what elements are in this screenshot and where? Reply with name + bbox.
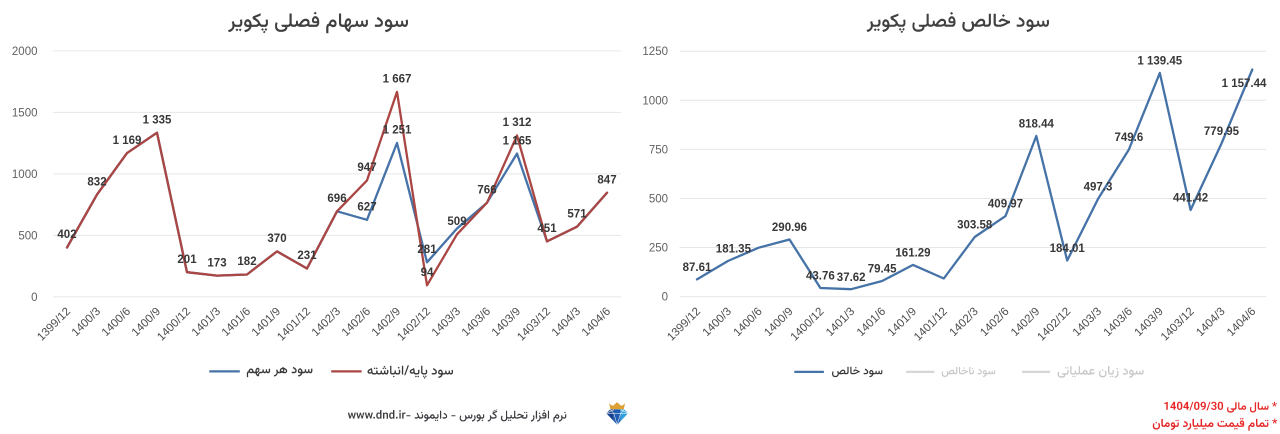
svg-text:627: 627: [357, 202, 376, 214]
svg-text:402: 402: [57, 229, 76, 241]
svg-text:1 667: 1 667: [383, 74, 412, 86]
svg-text:766: 766: [477, 184, 496, 196]
svg-text:696: 696: [327, 193, 346, 205]
svg-text:947: 947: [357, 162, 376, 174]
svg-text:2000: 2000: [12, 46, 38, 58]
svg-text:1 335: 1 335: [143, 114, 172, 126]
svg-text:571: 571: [567, 208, 587, 220]
svg-text:231: 231: [297, 250, 317, 262]
svg-text:184.01: 184.01: [1050, 243, 1086, 255]
svg-text:182: 182: [237, 256, 256, 268]
svg-text:1250: 1250: [642, 46, 668, 58]
svg-text:1500: 1500: [12, 107, 38, 119]
svg-text:1000: 1000: [12, 169, 38, 181]
svg-text:370: 370: [267, 233, 286, 245]
svg-text:1 157.44: 1 157.44: [1222, 78, 1267, 90]
svg-text:749.6: 749.6: [1115, 132, 1144, 144]
svg-text:409.97: 409.97: [988, 199, 1023, 211]
svg-text:161.29: 161.29: [895, 248, 930, 260]
svg-text:500: 500: [649, 194, 668, 206]
svg-text:1 169: 1 169: [113, 135, 142, 147]
svg-text:173: 173: [207, 257, 226, 269]
svg-text:451: 451: [537, 223, 557, 235]
svg-text:281: 281: [417, 244, 437, 256]
svg-text:250: 250: [649, 243, 668, 255]
svg-text:1000: 1000: [642, 95, 668, 107]
svg-text:847: 847: [597, 174, 616, 186]
svg-text:303.58: 303.58: [957, 220, 993, 232]
svg-text:0: 0: [31, 292, 37, 304]
svg-text:500: 500: [18, 230, 37, 242]
svg-text:181.35: 181.35: [716, 244, 752, 256]
svg-text:290.96: 290.96: [772, 222, 807, 234]
svg-text:43.76: 43.76: [806, 271, 835, 283]
svg-text:201: 201: [177, 254, 197, 266]
svg-text:750: 750: [649, 144, 668, 156]
svg-text:497.3: 497.3: [1084, 182, 1113, 194]
svg-text:1 165: 1 165: [503, 135, 532, 147]
svg-text:87.61: 87.61: [683, 262, 712, 274]
svg-text:79.45: 79.45: [868, 264, 897, 276]
svg-text:779.95: 779.95: [1204, 126, 1240, 138]
svg-text:1 139.45: 1 139.45: [1137, 56, 1182, 68]
svg-text:1 251: 1 251: [383, 125, 412, 137]
svg-text:832: 832: [87, 176, 106, 188]
svg-text:1 312: 1 312: [503, 117, 532, 129]
svg-text:0: 0: [662, 292, 668, 304]
svg-text:37.62: 37.62: [837, 272, 866, 284]
svg-text:94: 94: [421, 267, 434, 279]
svg-text:509: 509: [447, 216, 466, 228]
svg-text:818.44: 818.44: [1019, 119, 1055, 131]
svg-text:441.42: 441.42: [1173, 193, 1208, 205]
